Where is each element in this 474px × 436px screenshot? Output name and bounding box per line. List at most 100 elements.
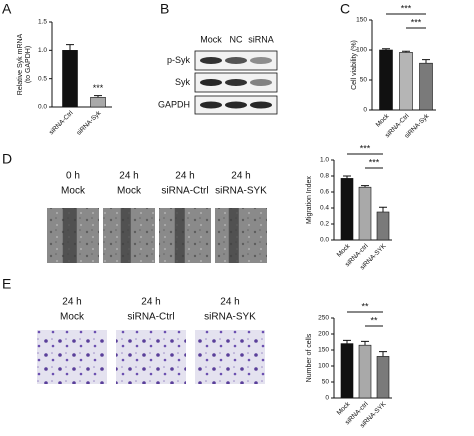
image-label: Mock — [61, 186, 86, 197]
bar — [62, 50, 78, 108]
image-label: 24 h — [141, 297, 160, 308]
image-label: 24 h — [62, 297, 81, 308]
bar — [376, 211, 390, 241]
image-label: Mock — [117, 186, 142, 197]
panel-letter: D — [2, 151, 12, 167]
y-axis-label: Number of cells — [306, 333, 313, 382]
y-tick-label: 0.4 — [320, 205, 329, 212]
panel-letter: E — [2, 276, 11, 292]
panel-letter: B — [160, 1, 169, 17]
error-bar — [66, 44, 74, 51]
blot-band — [250, 79, 272, 86]
scratch — [228, 208, 239, 263]
blot-band — [250, 57, 272, 64]
error-bar — [402, 50, 410, 53]
blot-band — [225, 101, 247, 109]
blot-band — [200, 101, 222, 109]
lane-label: siRNA — [248, 34, 274, 44]
bar — [376, 356, 390, 399]
significance: *** — [93, 83, 104, 93]
y-tick-label: 1.0 — [320, 157, 329, 164]
scratch — [62, 208, 77, 263]
micrograph — [159, 208, 211, 263]
scratch — [120, 208, 131, 263]
y-tick-label: 100 — [318, 363, 329, 370]
y-axis-label: (to GAPDH) — [25, 46, 32, 83]
bar — [358, 186, 372, 241]
micrograph — [195, 330, 265, 384]
y-tick-label: 0.6 — [320, 189, 329, 196]
image-label: 24 h — [231, 171, 250, 182]
image-label: 24 h — [220, 297, 239, 308]
bar — [90, 97, 106, 108]
y-tick-label: 200 — [318, 331, 329, 338]
panel-letter: A — [2, 1, 12, 17]
error-bar — [343, 175, 351, 179]
significance: *** — [411, 17, 422, 27]
y-tick-label: 50 — [360, 77, 368, 84]
error-bar — [379, 206, 387, 212]
significance: ** — [361, 301, 369, 311]
y-tick-label: 0.8 — [320, 173, 329, 180]
bar — [358, 344, 372, 399]
error-bar — [382, 48, 390, 50]
image-label: siRNA-SYK — [204, 312, 256, 323]
x-tick-label: Mock — [336, 400, 352, 416]
y-tick-label: 0.0 — [38, 104, 47, 111]
image-label: 0 h — [66, 171, 80, 182]
blot-band — [200, 57, 222, 64]
y-tick-label: 150 — [318, 347, 329, 354]
bar — [419, 62, 433, 111]
error-bar — [94, 95, 102, 98]
x-tick-label: Mock — [375, 112, 391, 128]
x-tick-label: siRNA-Ctrl — [48, 109, 75, 136]
blot-row-label: Syk — [175, 77, 191, 87]
lane-label: NC — [230, 34, 243, 44]
bar — [340, 178, 354, 241]
y-tick-label: 0 — [363, 107, 367, 114]
y-tick-label: 50 — [322, 379, 330, 386]
y-tick-label: 100 — [356, 47, 367, 54]
bar — [379, 49, 393, 111]
y-tick-label: 250 — [318, 315, 329, 322]
blot-band — [200, 79, 222, 86]
micrograph — [116, 330, 186, 384]
image-label: siRNA-Ctrl — [161, 186, 208, 197]
bar — [340, 343, 354, 399]
y-tick-label: 0.5 — [38, 75, 47, 82]
error-bar — [422, 59, 430, 64]
blot-row-label: p-Syk — [167, 55, 191, 65]
significance: *** — [369, 157, 380, 167]
significance: *** — [401, 3, 412, 13]
x-tick-label: siRNA-Syk — [75, 109, 103, 137]
error-bar — [361, 340, 369, 346]
y-tick-label: 0.2 — [320, 221, 329, 228]
image-label: Mock — [60, 312, 85, 323]
error-bar — [379, 351, 387, 357]
y-tick-label: 1.0 — [38, 47, 47, 54]
error-bar — [343, 339, 351, 344]
y-axis-label: Cell viability (%) — [351, 40, 358, 90]
image-label: 24 h — [119, 171, 138, 182]
y-tick-label: 1.5 — [38, 19, 47, 26]
blot-band — [225, 79, 247, 86]
bar — [399, 52, 413, 111]
image-label: siRNA-SYK — [215, 186, 267, 197]
significance: *** — [360, 143, 371, 153]
y-axis-label: Relative Syk mRNA — [17, 33, 24, 95]
lane-label: Mock — [200, 34, 222, 44]
scratch — [174, 208, 185, 263]
significance: ** — [370, 315, 378, 325]
y-tick-label: 150 — [356, 17, 367, 24]
micrograph — [215, 208, 267, 263]
y-axis-label: Migration Index — [306, 176, 313, 224]
y-tick-label: 0.0 — [320, 237, 329, 244]
y-tick-label: 0 — [325, 395, 329, 402]
blot-band — [250, 101, 272, 109]
x-tick-label: Mock — [336, 242, 352, 258]
micrograph — [37, 330, 107, 384]
blot-band — [225, 57, 247, 64]
blot-row-label: GAPDH — [158, 99, 190, 109]
panel-letter: C — [340, 1, 350, 17]
